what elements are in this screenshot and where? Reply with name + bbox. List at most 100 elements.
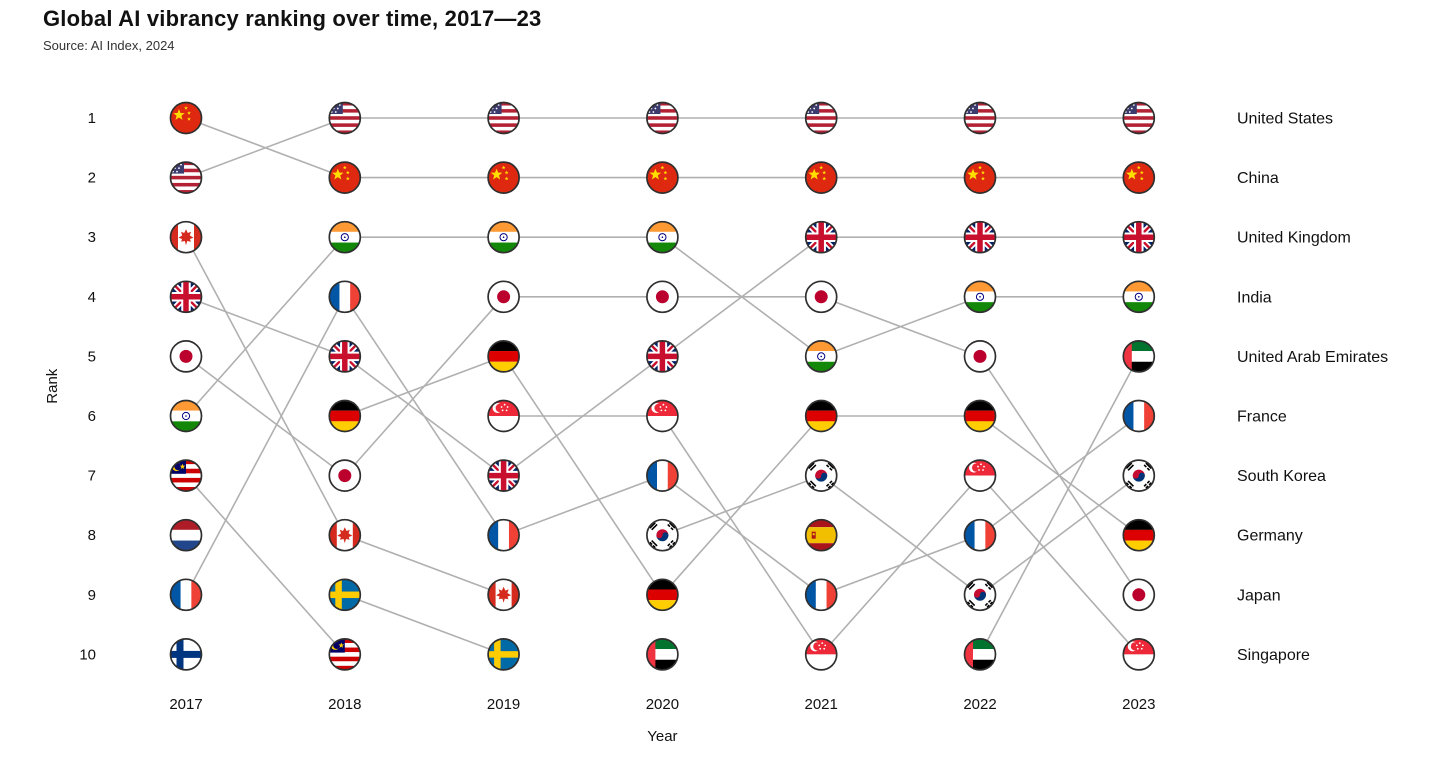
flag-sg-icon: Singapore 2021: rank 10 (805, 638, 837, 670)
flag-cn-icon: China 2017: rank 1 (170, 102, 202, 134)
country-label: France (1237, 409, 1287, 426)
rank-tick: 10 (79, 646, 96, 663)
flag-jp-icon: Japan 2018: rank 7 (329, 460, 361, 492)
flag-gb-icon: United Kingdom 2023: rank 3 (1123, 221, 1155, 253)
flag-fr-icon: France 2022: rank 8 (964, 519, 996, 551)
flag-in-icon: India 2018: rank 3 (329, 221, 361, 253)
year-tick: 2017 (169, 696, 202, 713)
rank-tick: 9 (88, 587, 96, 604)
flag-us-icon: United States 2021: rank 1 (805, 102, 837, 134)
flag-se-icon: Sweden 2018: rank 9 (329, 579, 361, 611)
flag-sg-icon: Singapore 2022: rank 7 (964, 460, 996, 492)
rank-tick: 2 (88, 170, 96, 187)
year-tick: 2022 (963, 696, 996, 713)
flag-gb-icon: United Kingdom 2019: rank 7 (488, 460, 520, 492)
axis-labels: 1 2 3 4 5 6 7 8 9 10 2017 2018 2019 2020 2021 2022 2023 U… (44, 110, 1388, 745)
rank-tick: 1 (88, 110, 96, 127)
rank-tick: 5 (88, 348, 96, 365)
country-label: Singapore (1237, 647, 1310, 664)
year-tick: 2018 (328, 696, 361, 713)
flag-in-icon: India 2021: rank 5 (805, 340, 837, 372)
flag-us-icon: United States 2022: rank 1 (964, 102, 996, 134)
flag-ae-icon: United Arab Emirates 2020: rank 10 (646, 638, 678, 670)
flag-jp-icon: Japan 2022: rank 5 (964, 340, 996, 372)
flag-us-icon: United States 2023: rank 1 (1123, 102, 1155, 134)
flag-de-icon: Germany 2022: rank 6 (964, 400, 996, 432)
flag-ae-icon: United Arab Emirates 2023: rank 5 (1123, 340, 1155, 372)
flag-us-icon: United States 2019: rank 1 (488, 102, 520, 134)
flag-sg-icon: Singapore 2020: rank 6 (646, 400, 678, 432)
flag-gb-icon: United Kingdom 2017: rank 4 (170, 281, 202, 313)
country-label: India (1237, 289, 1272, 306)
rank-tick: 3 (88, 229, 96, 246)
flag-ae-icon: United Arab Emirates 2022: rank 10 (964, 638, 996, 670)
chart-title: Global AI vibrancy ranking over time, 20… (43, 6, 542, 31)
flag-jp-icon: Japan 2017: rank 5 (170, 340, 202, 372)
flag-de-icon: Germany 2019: rank 5 (488, 340, 520, 372)
flag-gb-icon: United Kingdom 2018: rank 5 (329, 340, 361, 372)
flag-de-icon: Germany 2020: rank 9 (646, 579, 678, 611)
flag-sg-icon: Singapore 2019: rank 6 (488, 400, 520, 432)
flag-de-icon: Germany 2023: rank 8 (1123, 519, 1155, 551)
flag-in-icon: India 2023: rank 4 (1123, 281, 1155, 313)
country-label: United Kingdom (1237, 230, 1351, 247)
year-tick: 2019 (487, 696, 520, 713)
year-tick: 2021 (805, 696, 838, 713)
flag-cn-icon: China 2020: rank 2 (646, 162, 678, 194)
country-label: Germany (1237, 528, 1303, 545)
flag-jp-icon: Japan 2019: rank 4 (488, 281, 520, 313)
flag-es-icon: Spain 2021: rank 8 (805, 519, 837, 551)
flag-de-icon: Germany 2021: rank 6 (805, 400, 837, 432)
rank-tick: 6 (88, 408, 96, 425)
flag-us-icon: United States 2018: rank 1 (329, 102, 361, 134)
flag-fr-icon: France 2019: rank 8 (488, 519, 520, 551)
flag-kr-icon: South Korea 2022: rank 9 (964, 579, 996, 611)
y-axis-title: Rank (44, 368, 61, 404)
flag-gb-icon: United Kingdom 2020: rank 5 (646, 340, 678, 372)
flag-cn-icon: China 2022: rank 2 (964, 162, 996, 194)
flag-se-icon: Sweden 2019: rank 10 (488, 638, 520, 670)
rank-tick: 4 (88, 289, 96, 306)
country-label: South Korea (1237, 468, 1326, 485)
flag-in-icon: India 2019: rank 3 (488, 221, 520, 253)
flag-gb-icon: United Kingdom 2021: rank 3 (805, 221, 837, 253)
flag-in-icon: India 2017: rank 6 (170, 400, 202, 432)
flag-fr-icon: France 2020: rank 7 (646, 460, 678, 492)
flag-fr-icon: France 2023: rank 6 (1123, 400, 1155, 432)
flag-cn-icon: China 2021: rank 2 (805, 162, 837, 194)
x-axis-title: Year (647, 728, 677, 745)
chart-source: Source: AI Index, 2024 (43, 38, 175, 53)
flag-markers: United States 2017: rank 2 United States … (170, 102, 1155, 671)
flag-jp-icon: Japan 2023: rank 9 (1123, 579, 1155, 611)
year-tick: 2020 (646, 696, 679, 713)
flag-jp-icon: Japan 2021: rank 4 (805, 281, 837, 313)
flag-my-icon: Malaysia 2018: rank 10 (329, 638, 361, 670)
flag-cn-icon: China 2018: rank 2 (329, 162, 361, 194)
flag-kr-icon: South Korea 2020: rank 8 (646, 519, 678, 551)
flag-in-icon: India 2020: rank 3 (646, 221, 678, 253)
country-label: China (1237, 170, 1279, 187)
rank-tick: 8 (88, 527, 96, 544)
flag-us-icon: United States 2020: rank 1 (646, 102, 678, 134)
flag-kr-icon: South Korea 2021: rank 7 (805, 460, 837, 492)
country-label: United Arab Emirates (1237, 349, 1388, 366)
flag-jp-icon: Japan 2020: rank 4 (646, 281, 678, 313)
country-label: United States (1237, 111, 1333, 128)
flag-fr-icon: France 2021: rank 9 (805, 579, 837, 611)
year-tick: 2023 (1122, 696, 1155, 713)
flag-nl-icon: Netherlands 2017: rank 8 (170, 519, 202, 551)
flag-de-icon: Germany 2018: rank 6 (329, 400, 361, 432)
flag-cn-icon: China 2023: rank 2 (1123, 162, 1155, 194)
bump-lines (185, 117, 1140, 656)
country-label: Japan (1237, 587, 1281, 604)
rank-tick: 7 (88, 468, 96, 485)
flag-cn-icon: China 2019: rank 2 (488, 162, 520, 194)
flag-in-icon: India 2022: rank 4 (964, 281, 996, 313)
flag-ca-icon: Canada 2017: rank 3 (170, 221, 202, 253)
flag-my-icon: Malaysia 2017: rank 7 (170, 460, 202, 492)
flag-sg-icon: Singapore 2023: rank 10 (1123, 638, 1155, 670)
flag-ca-icon: Canada 2018: rank 8 (329, 519, 361, 551)
flag-gb-icon: United Kingdom 2022: rank 3 (964, 221, 996, 253)
flag-us-icon: United States 2017: rank 2 (170, 162, 202, 194)
